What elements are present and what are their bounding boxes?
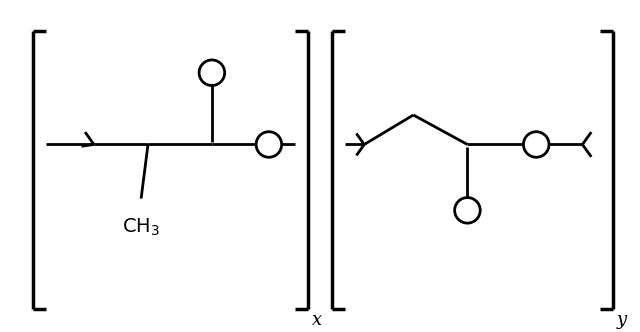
Text: CH$_3$: CH$_3$	[122, 216, 160, 237]
Text: x: x	[312, 311, 323, 329]
Text: y: y	[617, 311, 627, 329]
